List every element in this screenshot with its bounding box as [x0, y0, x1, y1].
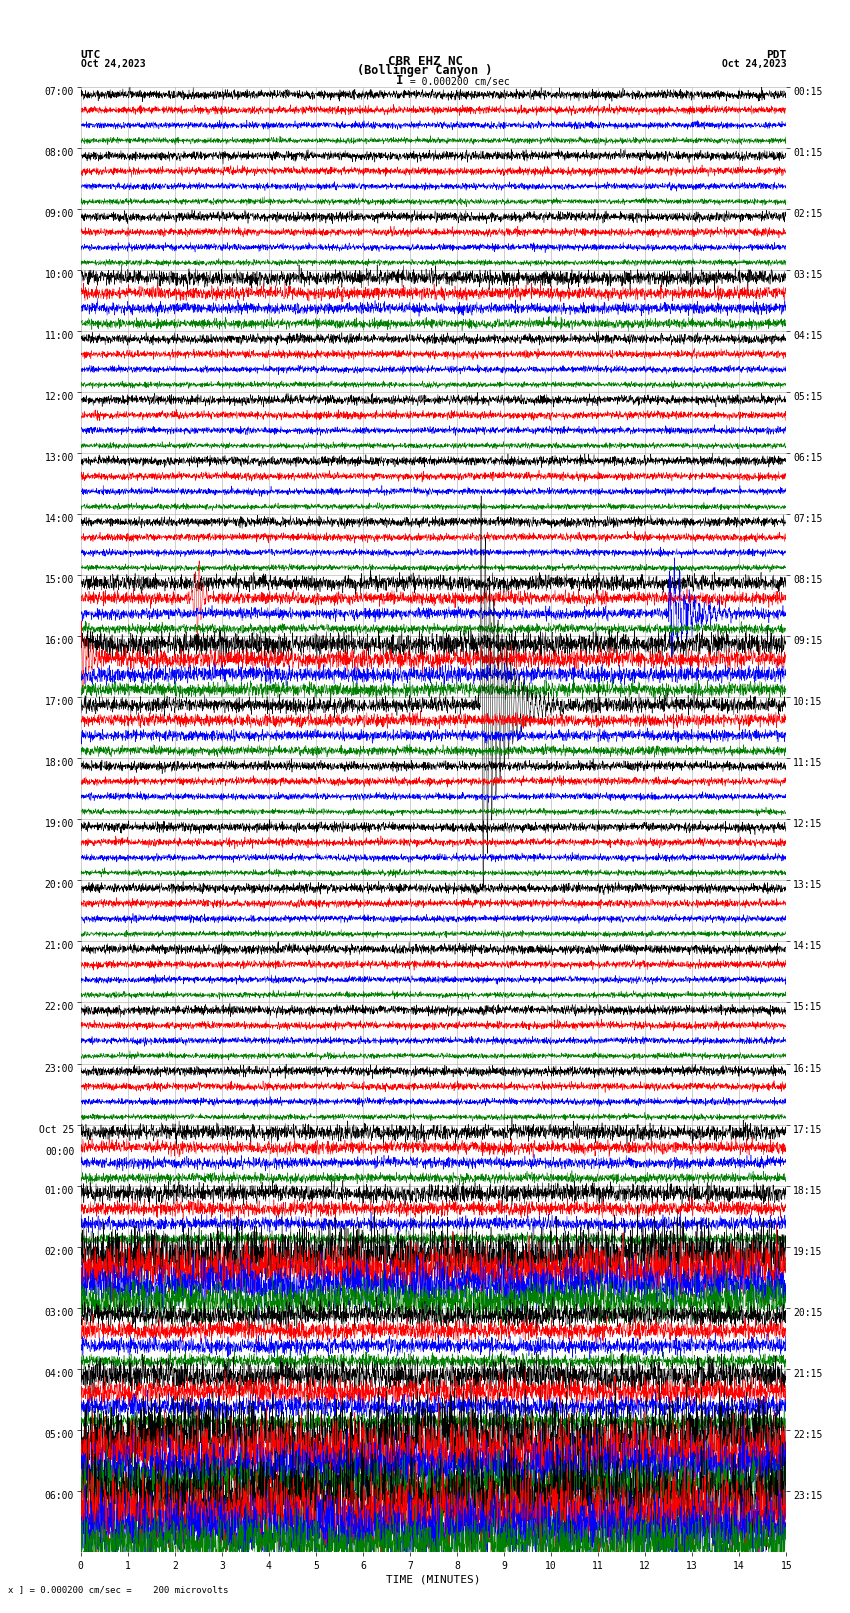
Text: UTC: UTC — [81, 50, 101, 60]
Text: I: I — [396, 74, 403, 87]
Text: 00:00: 00:00 — [46, 1147, 75, 1157]
Text: PDT: PDT — [766, 50, 786, 60]
Text: Oct 24,2023: Oct 24,2023 — [722, 60, 786, 69]
Text: x ] = 0.000200 cm/sec =    200 microvolts: x ] = 0.000200 cm/sec = 200 microvolts — [8, 1584, 229, 1594]
Text: (Bollinger Canyon ): (Bollinger Canyon ) — [357, 65, 493, 77]
Text: = 0.000200 cm/sec: = 0.000200 cm/sec — [404, 77, 509, 87]
Text: CBR EHZ NC: CBR EHZ NC — [388, 55, 462, 68]
Text: Oct 24,2023: Oct 24,2023 — [81, 60, 145, 69]
X-axis label: TIME (MINUTES): TIME (MINUTES) — [386, 1574, 481, 1586]
